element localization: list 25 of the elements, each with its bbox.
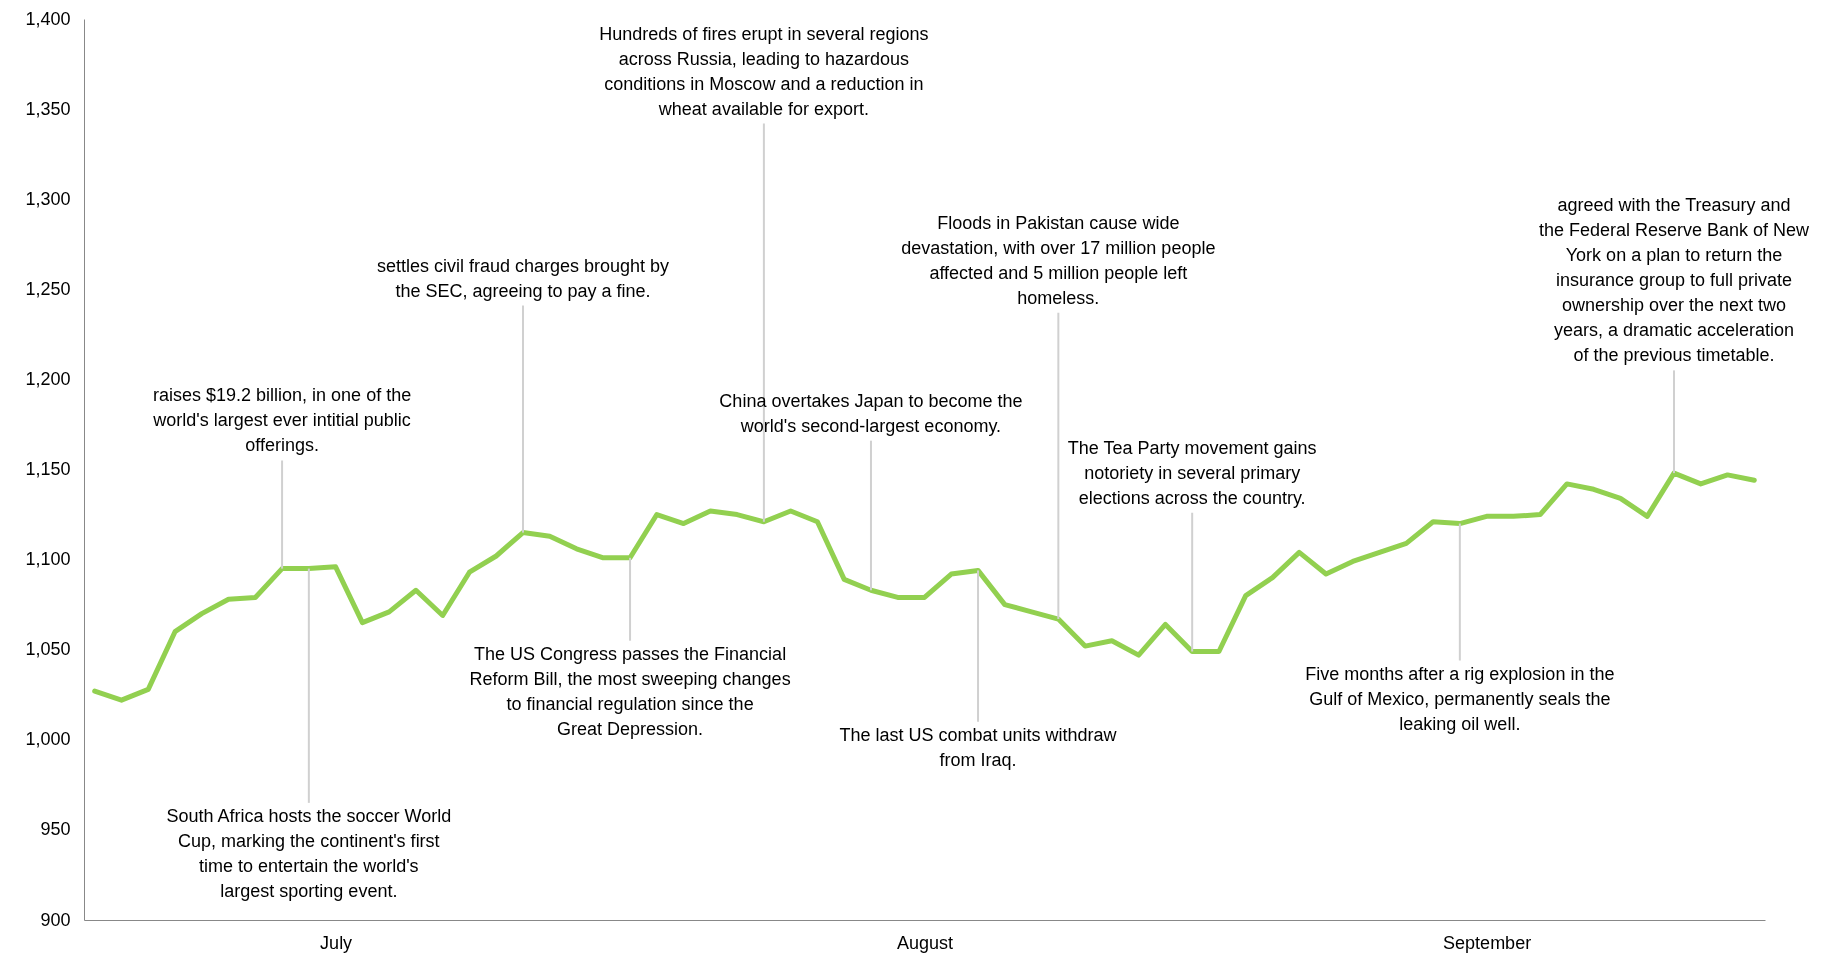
annotation: The Tea Party movement gains notoriety in several primary elections across the country.	[1067, 437, 1317, 508]
annotation: Hundreds of fires erupt in several regions across Russia, leading to hazardous conditions in Moscow and a reduction in wheat available for export.	[599, 23, 929, 119]
x-tick-label: August	[896, 932, 954, 953]
y-tick-label: 1,000	[25, 729, 71, 750]
y-tick-label: 1,350	[25, 98, 71, 119]
annotation: China overtakes Japan to become the world's second-largest economy.	[719, 390, 1023, 436]
y-tick-label: 950	[40, 819, 71, 840]
y-tick-label: 1,250	[25, 278, 71, 299]
y-tick-label: 1,100	[25, 549, 71, 570]
annotation: The US Congress passes the Financial Reform Bill, the most sweeping changes to financial regulation since the Great Depression.	[469, 643, 791, 739]
y-tick-label: 1,200	[25, 368, 71, 389]
annotation: South Africa hosts the soccer World Cup, marking the continent's first time to entertain the world's largest sporting event.	[166, 805, 452, 901]
y-tick-label: 1,400	[25, 8, 71, 29]
annotation: Five months after a rig explosion in the Gulf of Mexico, permanently seals the leaking oil well.	[1305, 663, 1615, 734]
y-tick-label: 1,050	[25, 639, 71, 660]
annotation: Floods in Pakistan cause wide devastation, with over 17 million people affected and 5 million people left homeless.	[901, 212, 1216, 308]
x-tick-label: September	[1443, 932, 1532, 953]
y-tick-label: 1,150	[25, 459, 71, 479]
annotation: agreed with the Treasury and the Federal Reserve Bank of New York on a plan to return the insurance group to full private ownership over the next two years, a dramatic acceleration of the previous timetable.	[1538, 195, 1811, 366]
y-tick-label: 1,300	[25, 188, 71, 209]
y-tick-label: 900	[40, 909, 71, 930]
x-tick-label: July	[320, 932, 353, 953]
annotation: settles civil fraud charges brought by the SEC, agreeing to pay a fine.	[376, 255, 670, 301]
annotation: The last US combat units withdraw from Iraq.	[839, 724, 1118, 770]
annotation: raises $19.2 billion, in one of the world's largest ever intitial public offerings.	[152, 385, 412, 456]
